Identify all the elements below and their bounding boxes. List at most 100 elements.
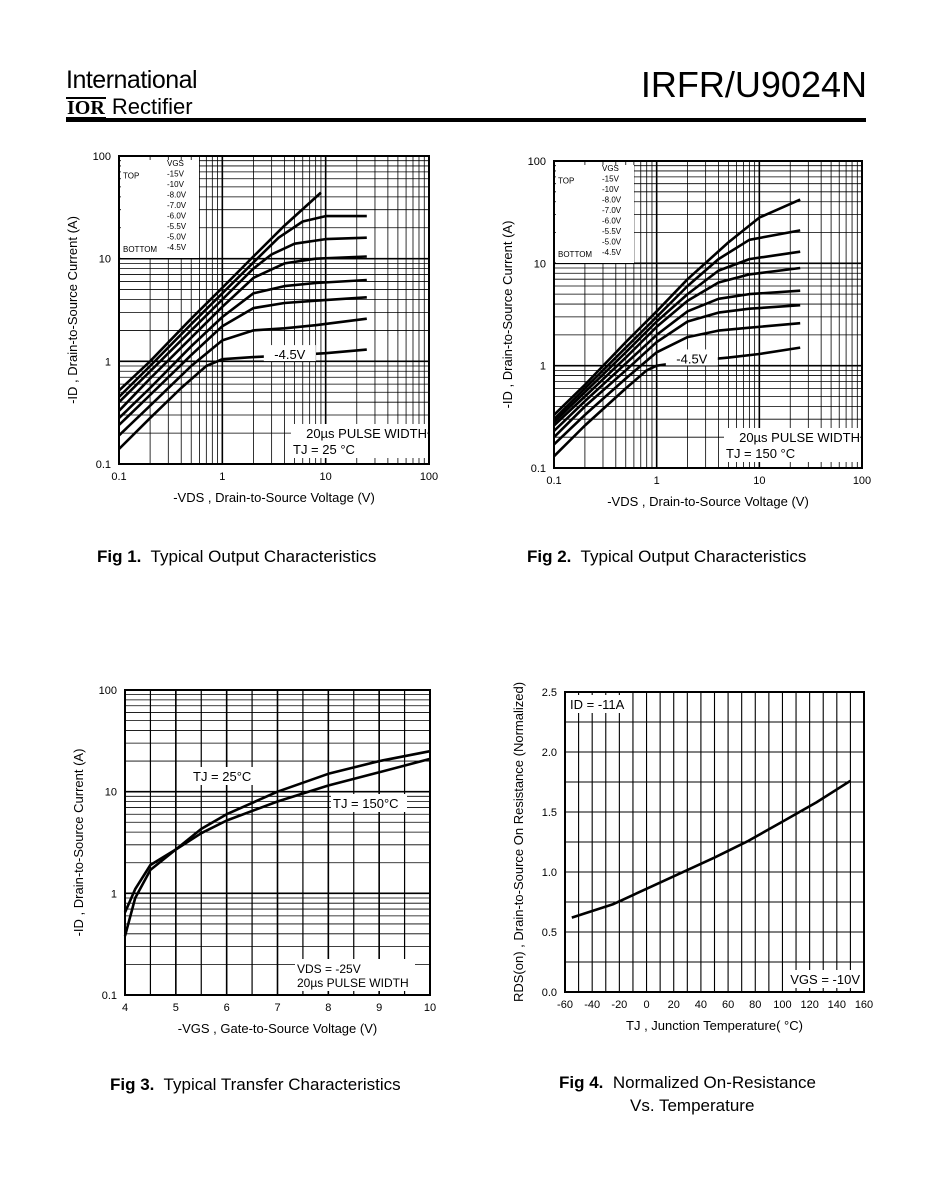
plot-frame [118,155,430,465]
header-rule [66,118,866,122]
plot-frame [564,691,865,993]
legend-bottom-label: BOTTOM [123,245,157,254]
series-line-7 [553,321,801,446]
series-line-6 [553,303,801,439]
x-tick-label: 6 [224,1002,230,1014]
x-tick-label: 100 [853,475,871,487]
x-tick-label: 0 [643,999,649,1011]
annotation-tj: TJ = 25 °C [293,442,355,457]
company-name-line1: International [66,66,198,94]
legend-entry: -8.0V [167,191,187,200]
legend-entry: -5.0V [167,233,187,242]
annotation-bg [788,970,862,988]
x-tick-label: 8 [325,1002,331,1014]
x-tick-label: 160 [855,999,873,1011]
x-axis-label: -VDS , Drain-to-Source Voltage (V) [607,494,809,509]
x-tick-label: 10 [753,475,765,487]
x-tick-label: 100 [773,999,791,1011]
series-line-5 [118,278,367,420]
fig4-caption: Fig 4. Normalized On-Resistance [559,1073,816,1093]
y-tick-label: 10 [105,787,117,799]
x-tick-label: 20 [668,999,680,1011]
curve-label-bg [665,349,718,366]
annotation-id: ID = -11A [570,697,625,712]
y-axis-label: -ID , Drain-to-Source Current (A) [500,221,515,409]
series-line-7 [118,317,367,437]
series-label-25c: TJ = 25°C [193,769,251,784]
fig4-caption-line2: Vs. Temperature [630,1096,755,1115]
fig3-label: Fig 3. [110,1075,155,1094]
series-line-4 [553,266,801,427]
series-label-150c: TJ = 150°C [333,796,399,811]
fig4-plot: -60 -40 -20 0 20 40 60 80 100 120 140 160 0.0 0.5 1.0 1… [511,682,873,1033]
x-tick-label: -20 [611,999,627,1011]
fig1-caption: Fig 1. Typical Output Characteristics [97,547,376,567]
series-line-3 [553,250,801,424]
y-tick-label: 10 [99,254,111,266]
series-line-1 [553,198,801,416]
series-line-2 [123,749,431,913]
y-tick-label: 2.5 [542,687,557,699]
legend-entry: -10V [602,185,620,194]
y-tick-label: 100 [93,151,111,163]
fig4-text: Normalized On-Resistance [612,1073,816,1092]
x-tick-label: -40 [584,999,600,1011]
fig1-plot: 0.1 1 10 100 0.1 1 10 100 -VDS , Drain-to-Source… [65,151,438,505]
legend-entry: -5.5V [602,227,622,236]
legend-entry: -7.0V [167,201,187,210]
x-axis-label: -VDS , Drain-to-Source Voltage (V) [173,490,375,505]
x-tick-label: 10 [424,1002,436,1014]
legend-bottom-label: BOTTOM [558,250,592,259]
x-tick-label: 5 [173,1002,179,1014]
x-tick-label: 0.1 [111,471,126,483]
x-tick-label: 0.1 [546,475,561,487]
y-tick-label: 0.1 [96,459,111,471]
legend-entry: -7.0V [602,206,622,215]
fig3-plot: 4 5 6 7 8 9 10 0.1 1 10 100 -VGS , Gate-to-Source V… [71,685,436,1036]
y-tick-label: 100 [99,685,117,697]
legend-top-label: TOP [123,172,139,181]
legend-header: VGS [602,164,619,173]
curve-label-bg [263,345,316,362]
series-line-6 [118,296,367,426]
fig3-caption: Fig 3. Typical Transfer Characteristics [110,1075,401,1095]
x-tick-label: 80 [749,999,761,1011]
plot-frame [553,160,863,469]
x-tick-label: 60 [722,999,734,1011]
y-tick-label: 2.0 [542,747,557,759]
annotation-bg [291,424,427,458]
x-tick-label: 7 [274,1002,280,1014]
x-tick-label: 1 [654,475,660,487]
y-tick-label: 1.0 [542,867,557,879]
legend-background [121,160,199,258]
y-axis-label: -ID , Drain-to-Source Current (A) [65,216,80,404]
fig2-label: Fig 2. [527,547,572,566]
annotation-tj: TJ = 150 °C [726,446,795,461]
annotation-bg [567,695,629,713]
legend-top-label: TOP [558,177,574,186]
series-label-bg [191,767,259,785]
x-tick-label: 4 [122,1002,128,1014]
y-axis-label: RDS(on) , Drain-to-Source On Resistance … [511,682,526,1002]
fig2-text: Typical Output Characteristics [580,547,807,566]
series-line-4 [118,255,367,412]
x-tick-label: 1 [219,471,225,483]
annotation-pulse: 20µs PULSE WIDTH [306,426,427,441]
x-tick-label: 140 [828,999,846,1011]
legend-entry: -15V [602,175,620,184]
series-line-1 [123,757,431,937]
x-tick-label: -60 [557,999,573,1011]
annotation-bg [295,959,415,991]
y-tick-label: 0.1 [531,463,546,475]
legend-background [556,165,634,263]
series-line-2 [118,214,367,398]
annotation-bg [724,428,860,462]
x-tick-label: 10 [320,471,332,483]
y-tick-label: 1 [540,361,546,373]
y-axis-label: -ID , Drain-to-Source Current (A) [71,749,86,937]
x-tick-label: 9 [376,1002,382,1014]
legend-entry: -8.0V [602,196,622,205]
legend-entry: -5.0V [602,238,622,247]
series-line-1 [571,779,852,919]
plot-frame [124,689,431,996]
